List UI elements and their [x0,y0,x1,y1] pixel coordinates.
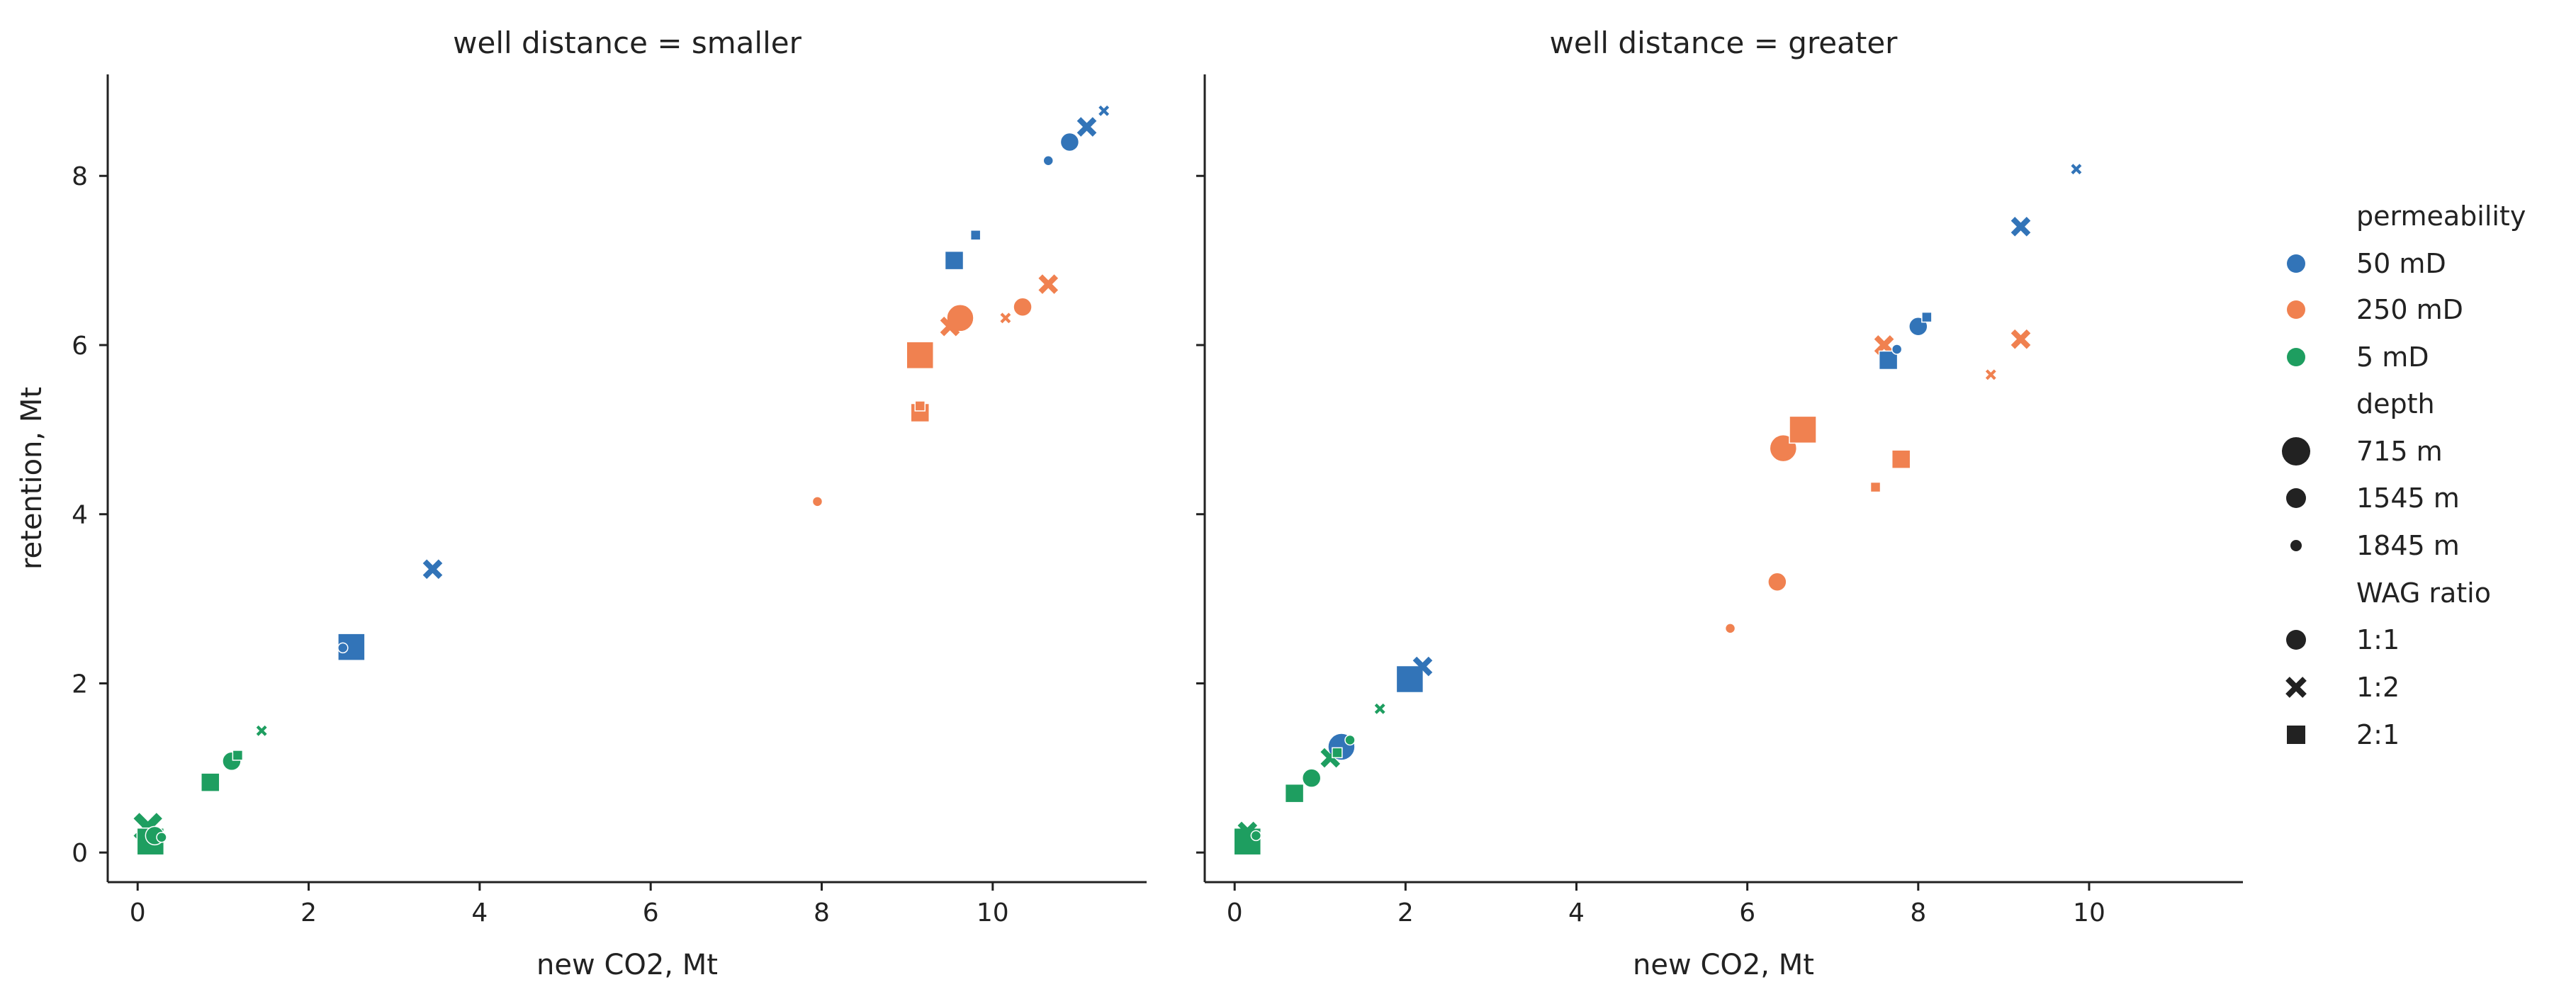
data-point-250-md-1845-m-1-1 [811,496,823,507]
x-tick-label-4: 4 [471,898,488,927]
data-point-5-md-1545-m-2-1 [1284,783,1305,803]
data-point-250-md-1845-m-2-1 [914,400,926,412]
data-point-250-md-715-m-2-1 [906,341,935,370]
data-point-250-md-1545-m-1-1 [1767,572,1787,592]
data-point-250-md-1545-m-2-1 [1891,449,1911,469]
y-tick-label-8: 8 [72,162,88,191]
data-point-250-md-715-m-2-1 [1789,415,1817,444]
data-point-50-md-1845-m-1-1 [337,642,349,654]
data-point-250-md-1545-m-1-2 [2010,329,2031,349]
legend-marker-wag-1-2 [2285,677,2307,698]
data-point-5-md-1845-m-1-1 [1344,734,1356,746]
legend-label-50md: 50 mD [2356,248,2446,279]
x-tick-label-8: 8 [1910,898,1926,927]
data-point-5-md-1845-m-1-1 [156,831,167,843]
panel-left-ticks: 0 2 4 6 8 10 0 2 4 6 8 [72,162,1009,927]
x-tick-label-4: 4 [1568,898,1585,927]
data-point-50-md-1845-m-2-1 [1921,311,1933,323]
x-tick-label-2: 2 [1397,898,1414,927]
x-tick-label-6: 6 [1739,898,1755,927]
legend-label-715m: 715 m [2356,436,2443,467]
y-axis-label: retention, Mt [16,387,48,570]
x-tick-label-10: 10 [977,898,1009,927]
data-point-50-md-1545-m-1-2 [422,559,443,580]
legend-marker-5md [2287,348,2305,366]
legend-label-wag-1-1: 1:1 [2356,624,2400,655]
legend-title-wag: WAG ratio [2356,577,2491,609]
x-tick-label-0: 0 [1227,898,1243,927]
x-tick-label-2: 2 [300,898,317,927]
panel-left-title: well distance = smaller [453,26,802,60]
y-tick-label-4: 4 [72,501,88,530]
panel-right-points [1233,164,2082,856]
data-point-250-md-1845-m-2-1 [1869,481,1882,493]
data-point-50-md-715-m-2-1 [337,633,366,661]
data-point-5-md-1545-m-2-1 [201,772,220,792]
data-point-5-md-1845-m-1-1 [1250,830,1262,842]
legend-marker-250md [2287,300,2305,319]
panel-right-ticks: 0 2 4 6 8 10 [1196,174,2105,927]
legend-marker-715m [2282,437,2310,466]
x-tick-label-6: 6 [643,898,659,927]
y-tick-label-2: 2 [72,670,88,699]
legend-title-depth: depth [2356,388,2435,419]
panel-left-x-label: new CO2, Mt [536,949,718,981]
legend-label-wag-1-2: 1:2 [2356,672,2400,703]
data-point-250-md-1545-m-1-1 [1013,297,1033,317]
data-point-50-md-1845-m-1-1 [1042,155,1054,167]
data-point-250-md-1845-m-1-2 [1985,369,1996,380]
legend: permeability 50 mD 250 mD 5 mD depth 715… [2282,201,2526,750]
data-point-250-md-1545-m-1-2 [1038,274,1059,294]
data-point-50-md-1845-m-1-1 [1891,344,1903,355]
data-point-5-md-1845-m-1-2 [256,725,267,736]
panel-right-x-label: new CO2, Mt [1633,949,1814,981]
legend-marker-wag-2-1 [2287,726,2305,744]
data-point-5-md-1545-m-1-1 [1301,768,1322,788]
data-point-50-md-1545-m-2-1 [944,250,964,271]
data-point-50-md-1545-m-1-2 [1412,656,1433,677]
y-tick-label-6: 6 [72,332,88,361]
legend-label-1845m: 1845 m [2356,530,2460,561]
panel-left: well distance = smaller 0 2 4 6 8 10 0 2 4 6 8 new… [16,26,1147,981]
legend-marker-wag-1-1 [2286,630,2306,650]
x-tick-label-0: 0 [130,898,146,927]
legend-marker-50md [2287,254,2305,273]
x-tick-label-8: 8 [814,898,830,927]
data-point-250-md-1545-m-1-2 [940,316,960,337]
data-point-50-md-1845-m-2-1 [969,230,982,241]
data-point-50-md-1545-m-1-2 [1076,117,1097,137]
panel-right: well distance = greater 0 2 4 6 8 10 new CO2,… [1196,26,2243,981]
panel-left-points [133,105,1110,856]
data-point-50-md-1545-m-1-2 [2010,217,2031,237]
data-point-5-md-1845-m-2-1 [1332,747,1343,759]
legend-label-1545m: 1545 m [2356,483,2460,514]
legend-label-250md: 250 mD [2356,294,2463,325]
panel-right-title: well distance = greater [1550,26,1899,60]
y-tick-label-0: 0 [72,839,88,868]
data-point-250-md-1545-m-1-2 [1874,335,1894,355]
data-point-5-md-1845-m-1-2 [1374,703,1385,714]
data-point-50-md-1545-m-1-1 [1059,132,1080,152]
data-point-250-md-1845-m-1-1 [1724,623,1736,634]
legend-label-wag-2-1: 2:1 [2356,719,2400,750]
legend-marker-1545m [2286,488,2306,508]
data-point-250-md-1845-m-1-2 [1000,312,1011,324]
data-point-50-md-1845-m-1-2 [1098,105,1110,116]
x-tick-label-10: 10 [2073,898,2105,927]
data-point-5-md-1845-m-2-1 [232,750,244,761]
legend-marker-1845m [2290,540,2302,551]
legend-label-5md: 5 mD [2356,342,2429,373]
data-point-50-md-1845-m-1-2 [2071,164,2082,175]
legend-title-permeability: permeability [2356,201,2526,232]
